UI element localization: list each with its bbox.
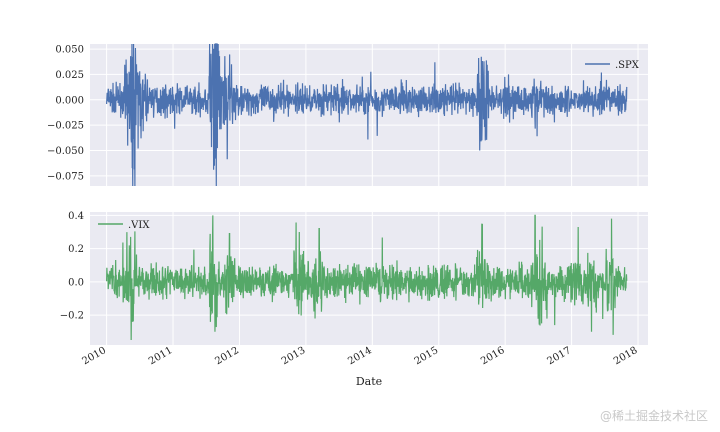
vix-legend-label: .VIX: [128, 220, 150, 231]
x-axis-ticks: 2010 2011 2012 2013 2014 2015 2016 2017 2018: [81, 345, 640, 367]
spx-legend: .SPX: [585, 60, 640, 71]
vix-y-tick-label: −0.2: [60, 311, 84, 322]
spx-y-tick-label: −0.075: [47, 171, 84, 182]
watermark: @稀土掘金技术社区: [600, 408, 708, 423]
spx-panel: 0.050 0.025 0.000 −0.025 −0.050 −0.075 .SPX: [47, 43, 648, 187]
spx-y-tick-label: 0.050: [55, 45, 84, 56]
vix-y-tick-label: 0.2: [68, 244, 84, 255]
vix-y-tick-label: 0.4: [68, 211, 84, 222]
x-tick-label: 2010: [81, 345, 109, 367]
x-tick-label: 2011: [147, 345, 175, 367]
spx-y-tick-label: 0.000: [55, 95, 84, 106]
x-tick-label: 2013: [280, 345, 308, 367]
vix-y-tick-label: 0.0: [68, 277, 84, 288]
spx-series-line: [106, 43, 628, 187]
x-axis-label: Date: [356, 375, 382, 388]
vix-series-line: [106, 214, 628, 341]
vix-y-ticks: 0.4 0.2 0.0 −0.2: [60, 211, 84, 322]
spx-y-tick-label: −0.025: [47, 121, 84, 132]
spx-y-tick-label: −0.050: [47, 146, 84, 157]
x-tick-label: 2018: [612, 345, 640, 367]
spx-legend-label: .SPX: [615, 60, 640, 71]
spx-y-ticks: 0.050 0.025 0.000 −0.025 −0.050 −0.075: [47, 45, 84, 183]
x-tick-label: 2014: [346, 345, 374, 367]
spx-plot-area: [90, 44, 648, 186]
x-tick-label: 2012: [213, 345, 241, 367]
x-tick-label: 2015: [413, 345, 441, 367]
vix-panel: 0.4 0.2 0.0 −0.2 .VIX: [60, 211, 648, 345]
x-tick-label: 2016: [479, 345, 507, 367]
spx-y-tick-label: 0.025: [55, 70, 84, 81]
x-tick-label: 2017: [546, 345, 574, 367]
vix-legend: .VIX: [98, 220, 150, 231]
